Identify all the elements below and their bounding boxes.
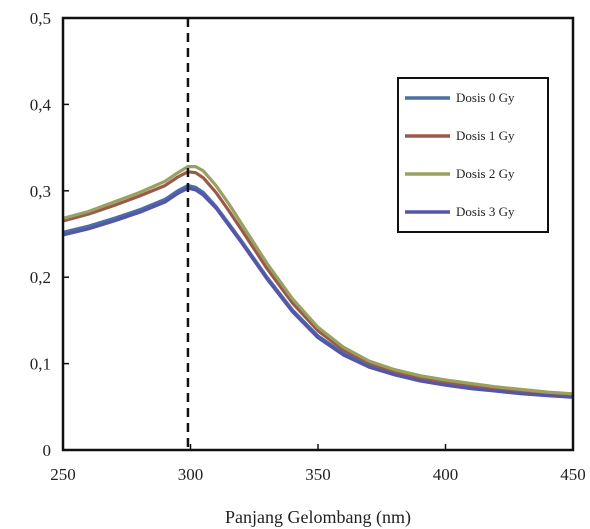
legend-label-3: Dosis 3 Gy <box>456 204 515 219</box>
legend-label-0: Dosis 0 Gy <box>456 90 515 105</box>
x-tick-label: 450 <box>560 465 586 484</box>
y-axis: 0 0,1 0,2 0,3 0,4 0,5 <box>30 9 69 460</box>
x-tick-label: 350 <box>305 465 331 484</box>
x-axis-title: Panjang Gelombang (nm) <box>225 507 411 528</box>
y-tick-label: 0 <box>43 441 52 460</box>
legend-box <box>397 77 549 233</box>
x-tick-label: 300 <box>178 465 204 484</box>
y-tick-label: 0,4 <box>30 95 52 114</box>
legend: Dosis 0 Gy Dosis 1 Gy Dosis 2 Gy Dosis 3 Gy <box>397 77 549 233</box>
series-line-1 <box>62 170 574 397</box>
legend-label-1: Dosis 1 Gy <box>456 128 515 143</box>
y-tick-label: 0,2 <box>30 268 51 287</box>
plot-area <box>62 165 574 399</box>
y-tick-label: 0,5 <box>30 9 51 28</box>
x-axis: 250 300 350 400 450 <box>50 444 586 484</box>
x-tick-label: 400 <box>433 465 459 484</box>
series-line-2 <box>62 165 574 396</box>
y-tick-label: 0,1 <box>30 355 51 374</box>
series-line-3 <box>62 186 574 399</box>
y-tick-label: 0,3 <box>30 182 51 201</box>
x-tick-label: 250 <box>50 465 76 484</box>
legend-label-2: Dosis 2 Gy <box>456 166 515 181</box>
